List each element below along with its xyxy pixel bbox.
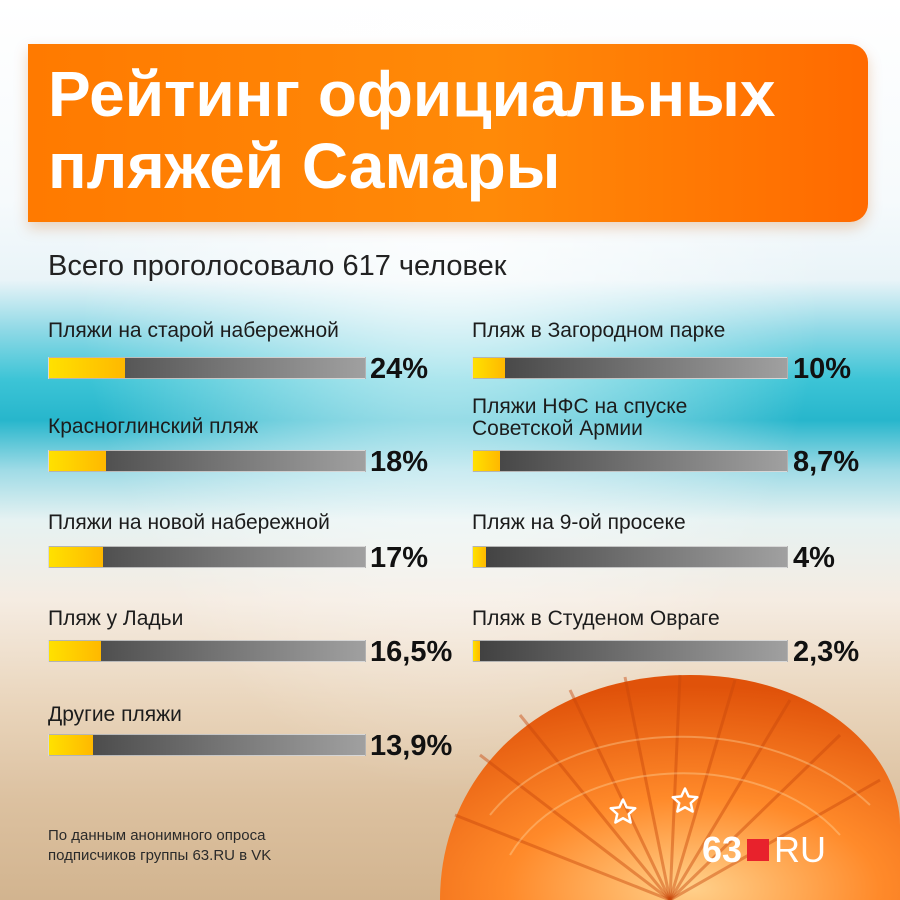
bar-value-label: 16,5% bbox=[370, 636, 453, 668]
footnote: По данным анонимного опроса подписчиков … bbox=[48, 826, 271, 866]
bar bbox=[49, 641, 102, 661]
bar-label-line: Пляж в Загородном парке bbox=[472, 319, 726, 342]
star-icon bbox=[671, 787, 699, 813]
bar-label-line: Советской Армии bbox=[472, 417, 643, 440]
bar-label: Красноглинский пляж bbox=[48, 416, 258, 438]
bar-value-label: 10% bbox=[793, 353, 852, 385]
bar-track bbox=[48, 357, 366, 379]
bar-label-line: Другие пляжи bbox=[48, 703, 182, 726]
bar-track bbox=[48, 450, 366, 472]
bar-track bbox=[48, 640, 366, 662]
bar-label-line: Пляж на 9-ой просеке bbox=[472, 511, 686, 534]
star-icon bbox=[609, 798, 637, 824]
bar-track bbox=[48, 546, 366, 568]
title-banner bbox=[28, 44, 868, 222]
bar-label: Пляж у Ладьи bbox=[48, 608, 183, 630]
bar bbox=[49, 451, 107, 471]
bar-value-label: 8,7% bbox=[793, 446, 860, 478]
bar-value-label: 13,9% bbox=[370, 730, 453, 762]
footnote-line-1: По данным анонимного опроса bbox=[48, 827, 266, 844]
bar bbox=[473, 451, 501, 471]
bar-track bbox=[472, 546, 788, 568]
bar-label-line: Пляж в Студеном Овраге bbox=[472, 607, 720, 630]
bar-value-label: 4% bbox=[793, 542, 835, 574]
bar-label: Пляжи на старой набережной bbox=[48, 320, 339, 342]
bar-label-line: Пляжи НФС на спуске bbox=[472, 395, 688, 418]
logo-square-icon bbox=[747, 839, 770, 861]
page-title: Рейтинг официальных пляжей Самары bbox=[48, 58, 848, 202]
bar-value-label: 24% bbox=[370, 353, 429, 385]
bar-label: Пляж в Студеном Овраге bbox=[472, 608, 720, 630]
bar-label: Другие пляжи bbox=[48, 704, 182, 726]
subtitle: Всего проголосовало 617 человек bbox=[48, 250, 507, 282]
logo-suffix: RU bbox=[774, 829, 827, 870]
bar-label-line: Пляж у Ладьи bbox=[48, 607, 184, 630]
bar-label-line: Пляжи на старой набережной bbox=[48, 319, 339, 342]
bar bbox=[473, 641, 481, 661]
bar-label: Пляжи НФС на спуске Советской Армии bbox=[472, 396, 687, 440]
bar-label-line: Красноглинский пляж bbox=[48, 415, 259, 438]
bar bbox=[473, 547, 486, 567]
bar bbox=[49, 358, 126, 378]
seashell-image bbox=[440, 674, 900, 900]
bar-value-label: 18% bbox=[370, 446, 429, 478]
bar-track bbox=[472, 357, 788, 379]
logo-63ru: 63 RU bbox=[702, 828, 826, 872]
bar bbox=[473, 358, 505, 378]
bar-label: Пляжи на новой набережной bbox=[48, 512, 330, 534]
footnote-line-2: подписчиков группы 63.RU в VK bbox=[48, 847, 272, 864]
bar bbox=[49, 735, 94, 755]
logo-number: 63 bbox=[702, 829, 743, 870]
title-line-1: Рейтинг официальных bbox=[48, 58, 776, 130]
bar-value-label: 2,3% bbox=[793, 636, 860, 668]
bar-track bbox=[472, 450, 788, 472]
bar-label: Пляж в Загородном парке bbox=[472, 320, 725, 342]
bar-label-line: Пляжи на новой набережной bbox=[48, 511, 330, 534]
bar-track bbox=[48, 734, 366, 756]
bar-label: Пляж на 9-ой просеке bbox=[472, 512, 686, 534]
title-line-2: пляжей Самары bbox=[48, 130, 561, 202]
bar bbox=[49, 547, 104, 567]
bar-value-label: 17% bbox=[370, 542, 429, 574]
bar-track bbox=[472, 640, 788, 662]
